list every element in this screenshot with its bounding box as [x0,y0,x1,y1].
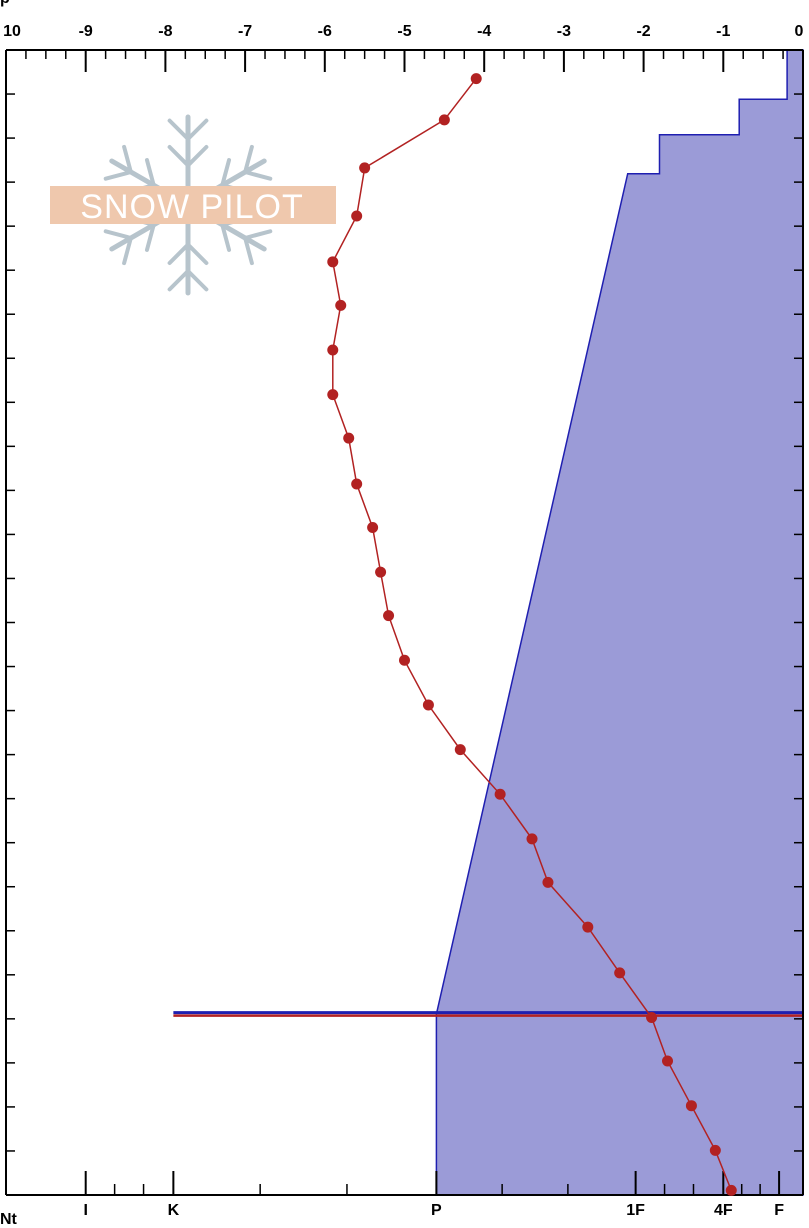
temperature-point [582,921,594,933]
temperature-point [422,699,434,711]
temperature-point [351,478,363,490]
temperature-point [351,210,363,222]
temperature-point [646,1012,658,1024]
snowflake-branch [243,229,273,240]
temp-tick-label: -9 [79,23,93,40]
snowflake-branch [103,170,133,181]
snowflake-branch [243,170,273,181]
temperature-point [367,521,379,533]
temperature-point [327,344,339,356]
hardness-tick-label: I [83,1202,87,1219]
snowflake-branch [243,236,254,266]
snowflake-branch [186,269,209,292]
temperature-point [343,432,355,444]
hardness-tick-label: K [168,1202,180,1219]
temperature-point [470,73,482,85]
snowflake-branch [220,222,232,252]
temperature-point [335,299,347,311]
hardness-tick-label: 1F [626,1202,645,1219]
temp-tick-label: -3 [557,23,571,40]
temperature-point [359,162,371,174]
temperature-point [327,256,339,268]
temperature-point [662,1055,674,1067]
snowflake-branch [122,236,133,266]
temperature-point [526,833,538,845]
snowflake-branch [103,229,133,240]
temperature-point [494,788,506,800]
snowflake-branch [186,145,209,168]
temperature-point [383,610,395,622]
temp-tick-label: -8 [158,23,172,40]
temperature-line [332,78,732,1191]
temp-tick-label: -4 [477,23,491,40]
top-left-label: p [0,0,10,7]
snowflake-branch [144,158,156,188]
hardness-tick-label: P [431,1202,442,1219]
temperature-point [685,1100,697,1112]
temp-tick-label: 10 [3,23,21,40]
snowflake-branch [167,145,190,168]
axes: 10 -9 -8 -7 -6 -5 -4 -3 -2 -1 0 I K P 1F 4F F [3,23,804,1219]
temperature-point [454,744,466,756]
temperature-point [375,566,387,578]
snowflake-branch [122,144,133,174]
temperature-point [725,1184,737,1196]
temperature-point [709,1144,721,1156]
hardness-area [435,49,804,1196]
hardness-tick-label: 4F [714,1202,733,1219]
temp-tick-label: -6 [318,23,332,40]
temperature-point [327,389,339,401]
temperature-profile [327,73,737,1196]
snowflake-branch [243,144,254,174]
snowflake-branch [167,269,190,292]
temp-tick-label: 0 [795,23,804,40]
temp-tick-label: -2 [636,23,650,40]
snowflake-branch [167,242,190,265]
watermark-band [50,186,336,224]
temperature-point [614,967,626,979]
temp-tick-label: -5 [397,23,411,40]
temperature-point [399,654,410,666]
hardness-profile [435,49,804,1196]
bottom-left-label: Nt [0,1211,17,1228]
layer-boundary [173,1011,803,1017]
temperature-point [542,876,554,888]
snowflake-branch [167,118,190,141]
snowflake-branch [186,242,209,265]
snowflake-branch [220,158,232,188]
watermark-text: SNOW PILOT [80,188,303,226]
snow-pilot-watermark: SNOW PILOT [50,114,336,296]
snowflake-branch [144,222,156,252]
hardness-tick-label: F [774,1202,784,1219]
temperature-point [438,114,450,126]
temp-tick-label: -7 [238,23,252,40]
temp-tick-label: -1 [716,23,730,40]
snowflake-branch [186,118,209,141]
